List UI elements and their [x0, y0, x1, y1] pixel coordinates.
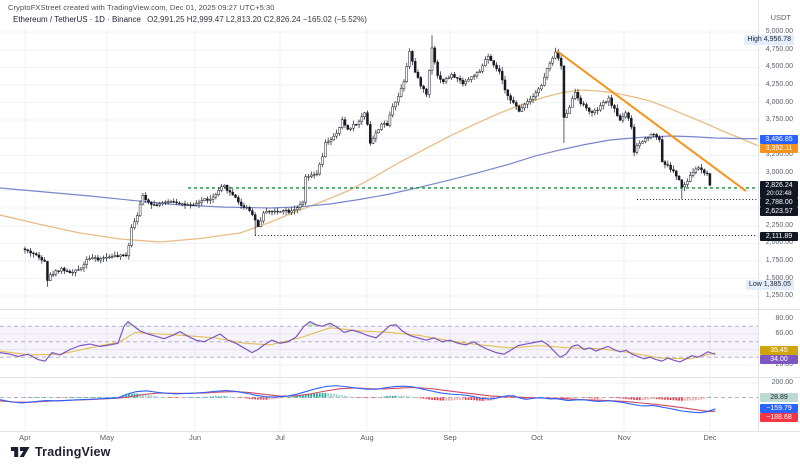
- symbol-title: Ethereum / TetherUS · 1D · Binance: [13, 15, 141, 24]
- trendline[interactable]: [556, 50, 747, 192]
- candlestick-series: [23, 35, 712, 287]
- attribution-text: CryptoFXStreet created with TradingView.…: [8, 3, 275, 12]
- tradingview-logo[interactable]: TradingView: [10, 444, 111, 459]
- macd-pane: [0, 385, 758, 414]
- tradingview-logo-icon: [10, 446, 30, 457]
- grid-lines: [0, 28, 758, 431]
- pane-separators[interactable]: [0, 0, 800, 432]
- currency-label: USDT: [770, 13, 791, 22]
- rsi-pane: [0, 321, 758, 363]
- moving-averages: [0, 89, 758, 243]
- tradingview-logo-text: TradingView: [35, 444, 111, 459]
- ohlc-values: O2,991.25 H2,999.47 L2,813.20 C2,826.24 …: [147, 15, 367, 24]
- symbol-legend[interactable]: Ethereum / TetherUS · 1D · Binance O2,99…: [13, 15, 367, 24]
- price-levels[interactable]: [188, 187, 757, 237]
